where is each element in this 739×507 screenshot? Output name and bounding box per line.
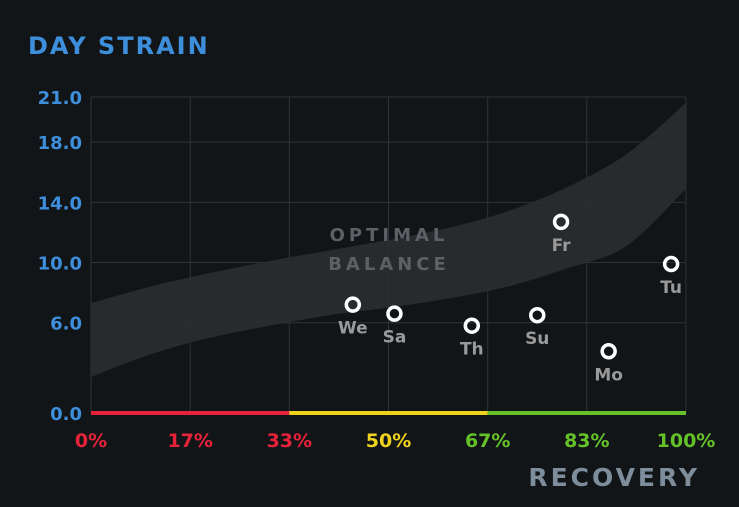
x-tick-label: 50% — [366, 430, 411, 452]
data-point — [386, 305, 403, 322]
data-point-label: Su — [525, 329, 549, 349]
data-point-label: Sa — [383, 328, 407, 348]
optimal-balance-label: BALANCE — [328, 254, 450, 275]
data-point — [600, 343, 617, 360]
x-tick-label: 67% — [465, 430, 510, 452]
x-axis-title: RECOVERY — [528, 463, 700, 492]
plot-area: OPTIMAL BALANCE 0.0 6.0 10.0 14.0 18.0 21.0 0% 17… — [38, 88, 716, 452]
data-point — [552, 213, 570, 231]
data-point-label: Th — [460, 340, 484, 360]
y-axis-title: DAY STRAIN — [28, 32, 210, 60]
y-tick-label: 18.0 — [38, 133, 82, 154]
data-point-label: Fr — [552, 236, 572, 256]
y-tick-label: 0.0 — [50, 404, 82, 425]
x-tick-label: 100% — [657, 430, 716, 452]
y-tick-label: 14.0 — [38, 193, 82, 214]
data-point-label: Mo — [594, 365, 623, 385]
data-point — [344, 296, 362, 313]
x-tick-label: 83% — [564, 430, 609, 452]
data-point-label: We — [338, 319, 368, 339]
x-tick-label: 33% — [267, 430, 312, 452]
data-point — [463, 317, 481, 334]
y-tick-label: 21.0 — [38, 88, 82, 109]
y-tick-label: 10.0 — [38, 254, 82, 275]
data-point — [529, 306, 546, 324]
x-tick-label: 0% — [75, 430, 107, 452]
x-tick-label: 17% — [167, 430, 212, 452]
optimal-balance-band — [91, 103, 686, 377]
y-tick-label: 6.0 — [50, 314, 82, 335]
data-point-label: Tu — [660, 278, 682, 298]
optimal-balance-label: OPTIMAL — [330, 225, 449, 246]
data-point — [662, 255, 680, 273]
